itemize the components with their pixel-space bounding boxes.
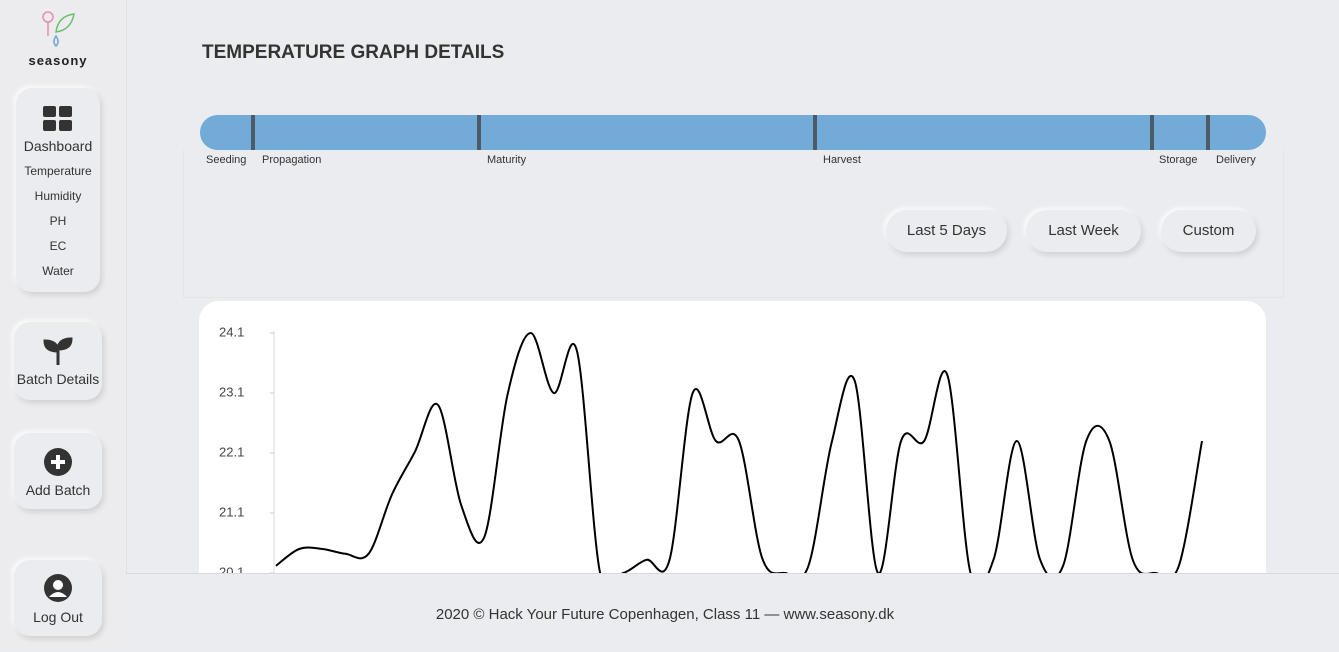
line <box>275 331 1203 591</box>
nav-card: Dashboard Temperature Humidity PH EC Wat… <box>16 88 100 292</box>
y-tick-label: 24.1 <box>219 324 244 339</box>
stage-label: Propagation <box>262 154 322 166</box>
user-icon <box>44 574 72 602</box>
batch-details-button[interactable]: Batch Details <box>14 322 102 400</box>
stage-label: Harvest <box>823 154 861 166</box>
y-tick-label: 22.1 <box>219 444 244 459</box>
label: Add Batch <box>25 482 91 498</box>
footer: 2020 © Hack Your Future Copenhagen, Clas… <box>126 573 1339 648</box>
nav-item[interactable]: Temperature <box>24 164 92 178</box>
timeline-bar <box>200 115 1266 150</box>
stage-label: Seeding <box>206 154 247 166</box>
stage-divider <box>1150 115 1154 150</box>
brand: seasony <box>28 53 88 68</box>
page-title: TEMPERATURE GRAPH DETAILS <box>202 42 505 63</box>
stage-divider <box>251 115 255 150</box>
stage-divider <box>813 115 817 150</box>
y-tick-label: 23.1 <box>219 384 244 399</box>
nav-item[interactable]: PH <box>49 214 67 228</box>
label: Log Out <box>33 609 83 625</box>
nav-item[interactable]: Dashboard <box>23 138 93 154</box>
filter-panel <box>183 150 1284 298</box>
nav-item[interactable]: Humidity <box>34 189 82 203</box>
filter-button[interactable]: Custom <box>1161 210 1256 252</box>
stage-label: Storage <box>1159 154 1198 166</box>
sidebar: seasony Dashboard Temperature Humidity P… <box>0 0 127 647</box>
nav-item[interactable]: Water <box>42 264 74 278</box>
logo <box>42 11 75 48</box>
filter-button[interactable]: Last 5 Days <box>886 210 1007 252</box>
add-batch-button[interactable]: Add Batch <box>14 433 102 509</box>
label: Batch Details <box>16 371 100 387</box>
nav-item[interactable]: EC <box>49 239 67 253</box>
stage-label: Maturity <box>487 154 527 166</box>
sprout-icon <box>43 337 73 365</box>
stage-label: Delivery <box>1216 154 1256 166</box>
footer-text: 2020 © Hack Your Future Copenhagen, Clas… <box>435 606 895 623</box>
stage-divider <box>1206 115 1210 150</box>
dashboard-icon <box>43 106 72 131</box>
filter-button[interactable]: Last Week <box>1026 210 1141 252</box>
log-out-button[interactable]: Log Out <box>14 560 102 636</box>
y-tick-label: 21.1 <box>219 504 244 519</box>
plus-icon <box>44 448 72 476</box>
stage-divider <box>477 115 481 150</box>
